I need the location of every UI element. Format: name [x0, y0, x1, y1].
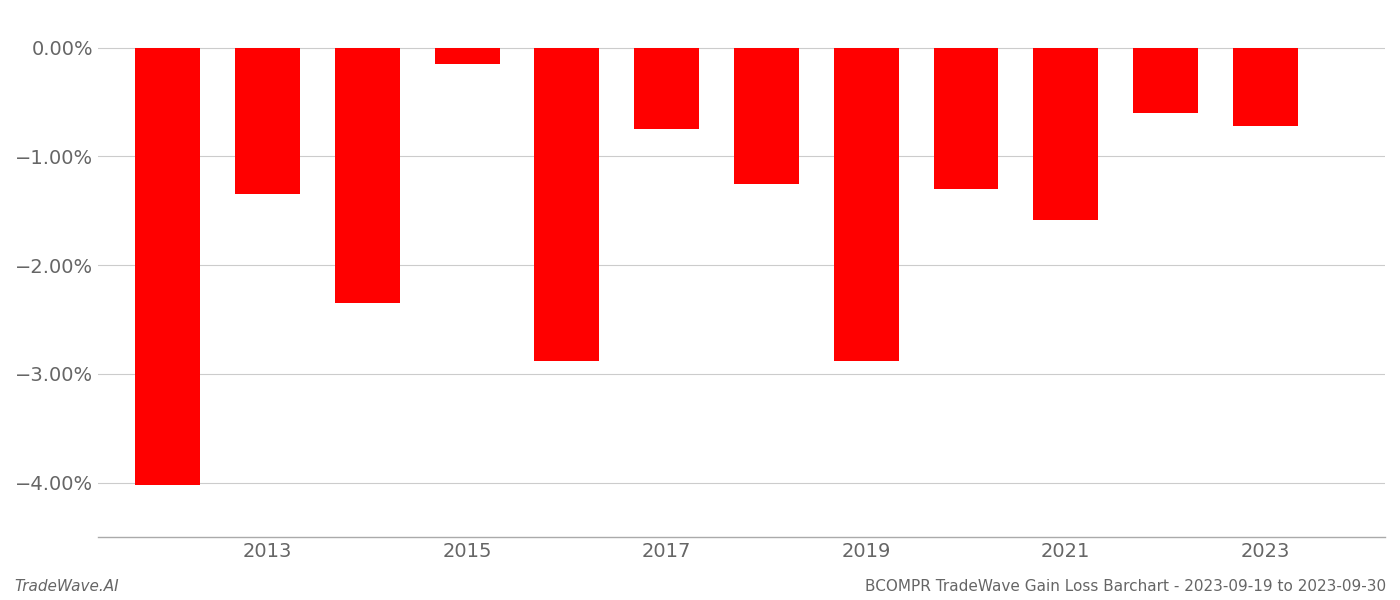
Bar [535, 47, 599, 361]
Bar [734, 47, 799, 184]
Bar [136, 47, 200, 485]
Bar [1233, 47, 1298, 126]
Text: BCOMPR TradeWave Gain Loss Barchart - 2023-09-19 to 2023-09-30: BCOMPR TradeWave Gain Loss Barchart - 20… [865, 579, 1386, 594]
Bar [1033, 47, 1098, 220]
Bar [435, 47, 500, 64]
Bar [834, 47, 899, 361]
Bar [1133, 47, 1198, 113]
Bar [934, 47, 998, 189]
Bar [235, 47, 300, 194]
Text: TradeWave.AI: TradeWave.AI [14, 579, 119, 594]
Bar [335, 47, 400, 303]
Bar [634, 47, 699, 129]
